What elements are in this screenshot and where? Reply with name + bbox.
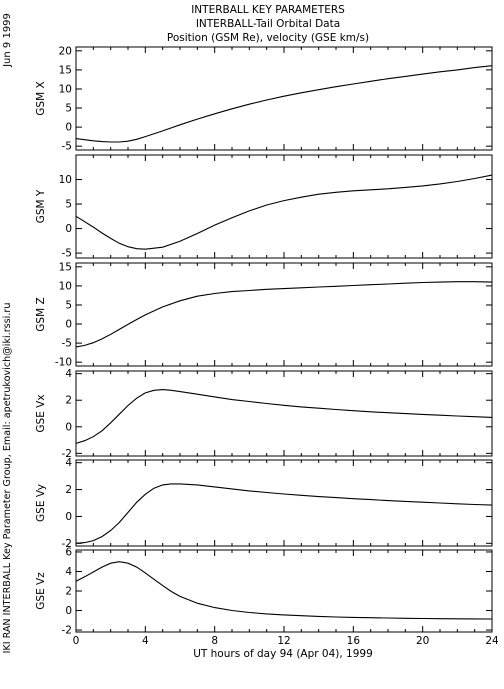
side-credit: IKI RAN INTERBALL Key Parameter Group, E… — [2, 303, 13, 654]
y-tick-label-gsm-z: -10 — [55, 357, 72, 369]
y-tick-label-gsm-y: 5 — [65, 199, 72, 211]
y-tick-label-gse-vx: 2 — [65, 395, 72, 407]
y-tick-label-gse-vz: 4 — [65, 566, 72, 578]
title-line-2: INTERBALL-Tail Orbital Data — [196, 18, 340, 30]
series-line-gsm-z — [75, 281, 493, 348]
x-tick-label: 20 — [416, 635, 429, 647]
x-tick-label: 0 — [73, 635, 80, 647]
y-tick-label-gsm-z: 10 — [59, 280, 72, 292]
title-line-1: INTERBALL KEY PARAMETERS — [191, 4, 345, 16]
y-tick-label-gse-vx: -2 — [62, 448, 72, 460]
panel-frame-gsm-z — [75, 262, 493, 367]
side-date: Jun 9 1999 — [2, 13, 13, 68]
y-tick-label-gse-vz: -2 — [62, 625, 72, 637]
y-tick-label-gsm-x: 10 — [59, 83, 72, 95]
y-tick-label-gse-vy: 0 — [65, 511, 72, 523]
y-tick-label-gsm-z: 5 — [65, 299, 72, 311]
y-tick-label-gsm-y: -5 — [62, 248, 72, 260]
y-tick-label-gsm-z: -5 — [62, 338, 72, 350]
panel-frame-gsm-x — [75, 46, 493, 151]
y-axis-label-gsm-x: GSM X — [35, 81, 47, 115]
y-axis-label-gsm-y: GSM Y — [35, 189, 47, 223]
y-tick-label-gsm-x: 20 — [59, 45, 72, 57]
y-tick-label-gse-vy: 4 — [65, 457, 72, 469]
series-line-gse-vy — [75, 483, 493, 544]
x-axis-label: UT hours of day 94 (Apr 04), 1999 — [193, 648, 373, 660]
y-axis-label-gsm-z: GSM Z — [35, 297, 47, 331]
y-axis-label-gse-vx: GSE Vx — [35, 394, 47, 432]
y-tick-label-gse-vz: 6 — [65, 546, 72, 558]
x-tick-label: 8 — [211, 635, 218, 647]
x-tick-label: 24 — [485, 635, 499, 647]
y-tick-label-gse-vy: 2 — [65, 484, 72, 496]
y-axis-label-gse-vy: GSE Vy — [35, 484, 47, 522]
x-tick-label: 4 — [142, 635, 149, 647]
y-tick-label-gse-vx: 0 — [65, 421, 72, 433]
y-tick-label-gsm-x: 0 — [65, 122, 72, 134]
panel-frame-gse-vz — [75, 549, 493, 633]
series-line-gsm-x — [75, 65, 493, 143]
y-tick-label-gsm-x: 15 — [59, 64, 72, 76]
y-tick-label-gsm-y: 10 — [59, 174, 72, 186]
series-line-gse-vz — [75, 561, 493, 620]
series-line-gsm-y — [75, 174, 493, 250]
panel-frame-gse-vx — [75, 370, 493, 457]
y-tick-label-gse-vx: 4 — [65, 368, 72, 380]
title-line-3: Position (GSM Re), velocity (GSE km/s) — [167, 32, 369, 44]
series-line-gse-vx — [75, 389, 493, 444]
y-tick-label-gse-vy: -2 — [62, 538, 72, 550]
y-tick-label-gsm-z: 0 — [65, 319, 72, 331]
x-tick-label: 12 — [277, 635, 290, 647]
y-tick-label-gse-vz: 2 — [65, 586, 72, 598]
y-tick-label-gsm-x: 5 — [65, 103, 72, 115]
x-tick-label: 16 — [347, 635, 361, 647]
y-tick-label-gsm-z: 15 — [59, 261, 72, 273]
panel-frame-gsm-y — [75, 154, 493, 259]
y-tick-label-gsm-x: -5 — [62, 141, 72, 153]
y-tick-label-gse-vz: 0 — [65, 605, 72, 617]
y-tick-label-gsm-y: 0 — [65, 223, 72, 235]
y-axis-label-gse-vz: GSE Vz — [35, 572, 47, 610]
